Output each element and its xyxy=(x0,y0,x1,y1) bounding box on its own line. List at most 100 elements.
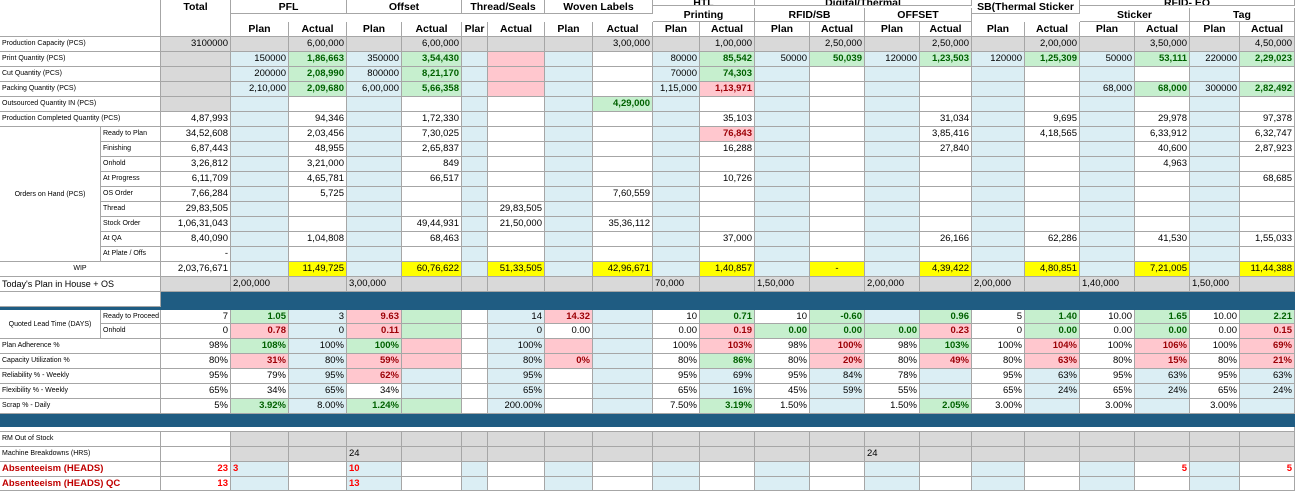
data-cell[interactable] xyxy=(1080,262,1135,277)
data-cell[interactable] xyxy=(1025,157,1080,172)
data-cell[interactable]: 0.00 xyxy=(755,324,810,339)
data-cell[interactable] xyxy=(755,82,810,97)
data-cell[interactable] xyxy=(462,82,488,97)
data-cell[interactable]: 1,06,31,043 xyxy=(161,217,231,232)
data-cell[interactable]: 74,303 xyxy=(700,67,755,82)
data-cell[interactable]: 7,30,025 xyxy=(402,127,462,142)
data-cell[interactable] xyxy=(810,462,865,477)
data-cell[interactable] xyxy=(1135,432,1190,447)
data-cell[interactable] xyxy=(593,202,653,217)
data-cell[interactable] xyxy=(347,142,402,157)
data-cell[interactable]: 95% xyxy=(488,369,545,384)
data-cell[interactable]: 150000 xyxy=(231,52,289,67)
data-cell[interactable]: 1,13,971 xyxy=(700,82,755,97)
data-cell[interactable]: 120000 xyxy=(865,52,920,67)
data-cell[interactable] xyxy=(865,127,920,142)
data-cell[interactable]: 21% xyxy=(1240,354,1295,369)
data-cell[interactable]: 65% xyxy=(972,384,1025,399)
data-cell[interactable] xyxy=(488,462,545,477)
data-cell[interactable]: 4,963 xyxy=(1135,157,1190,172)
data-cell[interactable] xyxy=(1240,247,1295,262)
data-cell[interactable]: 69% xyxy=(700,369,755,384)
data-cell[interactable]: 80% xyxy=(1190,354,1240,369)
data-cell[interactable] xyxy=(810,112,865,127)
data-cell[interactable] xyxy=(462,262,488,277)
data-cell[interactable]: 9,695 xyxy=(1025,112,1080,127)
data-cell[interactable]: 5 xyxy=(972,310,1025,324)
data-cell[interactable]: 10.00 xyxy=(1080,310,1135,324)
data-cell[interactable] xyxy=(488,172,545,187)
data-cell[interactable] xyxy=(231,232,289,247)
data-cell[interactable] xyxy=(1240,277,1295,292)
data-cell[interactable] xyxy=(755,112,810,127)
data-cell[interactable] xyxy=(347,202,402,217)
data-cell[interactable] xyxy=(810,82,865,97)
data-cell[interactable] xyxy=(865,310,920,324)
data-cell[interactable] xyxy=(865,37,920,52)
data-cell[interactable]: 0.11 xyxy=(347,324,402,339)
data-cell[interactable] xyxy=(462,112,488,127)
data-cell[interactable]: 2.21 xyxy=(1240,310,1295,324)
data-cell[interactable] xyxy=(1190,217,1240,232)
data-cell[interactable] xyxy=(1135,217,1190,232)
data-cell[interactable]: 100% xyxy=(810,339,865,354)
data-cell[interactable]: 0.00 xyxy=(545,324,593,339)
data-cell[interactable]: 80% xyxy=(289,354,347,369)
data-cell[interactable] xyxy=(593,324,653,339)
data-cell[interactable] xyxy=(1080,127,1135,142)
data-cell[interactable] xyxy=(545,369,593,384)
data-cell[interactable] xyxy=(289,247,347,262)
data-cell[interactable]: 3.19% xyxy=(700,399,755,414)
data-cell[interactable]: 350000 xyxy=(347,52,402,67)
data-cell[interactable] xyxy=(1190,447,1240,462)
data-cell[interactable] xyxy=(755,477,810,491)
data-cell[interactable] xyxy=(700,477,755,491)
data-cell[interactable]: 29,83,505 xyxy=(161,202,231,217)
data-cell[interactable] xyxy=(545,97,593,112)
data-cell[interactable] xyxy=(865,157,920,172)
data-cell[interactable] xyxy=(1025,477,1080,491)
data-cell[interactable]: 6,33,912 xyxy=(1135,127,1190,142)
data-cell[interactable] xyxy=(1240,97,1295,112)
data-cell[interactable]: 1,55,033 xyxy=(1240,232,1295,247)
data-cell[interactable]: 48,955 xyxy=(289,142,347,157)
data-cell[interactable] xyxy=(402,447,462,462)
data-cell[interactable] xyxy=(347,172,402,187)
data-cell[interactable] xyxy=(653,217,700,232)
data-cell[interactable] xyxy=(593,277,653,292)
data-cell[interactable] xyxy=(1025,67,1080,82)
data-cell[interactable]: 95% xyxy=(1190,369,1240,384)
data-cell[interactable] xyxy=(161,97,231,112)
data-cell[interactable] xyxy=(545,247,593,262)
data-cell[interactable]: 1,23,503 xyxy=(920,52,972,67)
data-cell[interactable]: 50000 xyxy=(1080,52,1135,67)
data-cell[interactable] xyxy=(462,369,488,384)
data-cell[interactable] xyxy=(865,187,920,202)
data-cell[interactable] xyxy=(347,432,402,447)
data-cell[interactable]: 1.65 xyxy=(1135,310,1190,324)
data-cell[interactable] xyxy=(545,112,593,127)
data-cell[interactable]: 200.00% xyxy=(488,399,545,414)
data-cell[interactable]: 80% xyxy=(488,354,545,369)
data-cell[interactable] xyxy=(593,172,653,187)
data-cell[interactable] xyxy=(347,217,402,232)
data-cell[interactable] xyxy=(488,277,545,292)
data-cell[interactable] xyxy=(231,37,289,52)
data-cell[interactable] xyxy=(810,157,865,172)
data-cell[interactable] xyxy=(462,447,488,462)
data-cell[interactable] xyxy=(755,127,810,142)
data-cell[interactable]: 2,82,492 xyxy=(1240,82,1295,97)
data-cell[interactable]: 65% xyxy=(289,384,347,399)
data-cell[interactable]: 15% xyxy=(1135,354,1190,369)
data-cell[interactable]: 94,346 xyxy=(289,112,347,127)
data-cell[interactable] xyxy=(488,447,545,462)
data-cell[interactable] xyxy=(1080,462,1135,477)
data-cell[interactable] xyxy=(920,172,972,187)
data-cell[interactable] xyxy=(1025,97,1080,112)
data-cell[interactable] xyxy=(972,432,1025,447)
data-cell[interactable]: 16% xyxy=(700,384,755,399)
data-cell[interactable] xyxy=(1135,247,1190,262)
data-cell[interactable] xyxy=(972,172,1025,187)
data-cell[interactable] xyxy=(755,432,810,447)
data-cell[interactable] xyxy=(1025,172,1080,187)
